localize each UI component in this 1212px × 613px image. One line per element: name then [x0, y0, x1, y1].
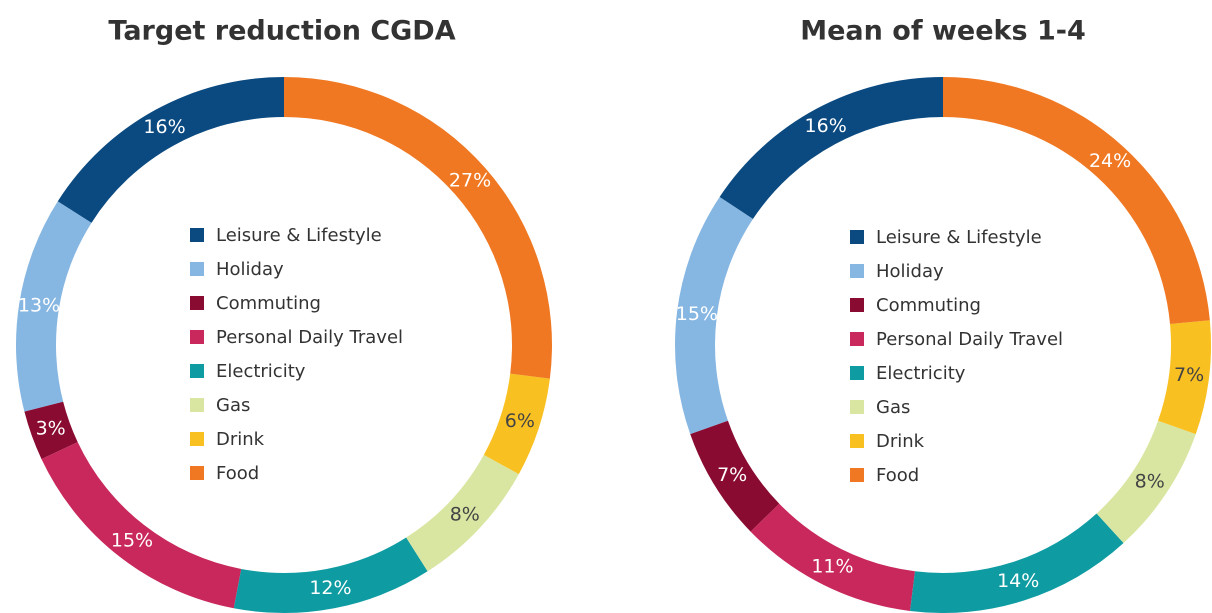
donut-segment	[57, 77, 284, 223]
legend-label: Commuting	[216, 293, 321, 314]
legend-label: Leisure & Lifestyle	[876, 227, 1042, 248]
data-label: 8%	[450, 503, 480, 525]
legend-swatch	[190, 398, 204, 412]
legend-label: Leisure & Lifestyle	[216, 225, 382, 246]
legend-swatch	[190, 364, 204, 378]
legend-label: Electricity	[876, 363, 966, 384]
legend-label: Gas	[876, 397, 910, 418]
donut-segment	[750, 503, 915, 611]
data-label: 27%	[449, 169, 491, 191]
data-label: 24%	[1089, 150, 1131, 172]
legend-swatch	[850, 298, 864, 312]
donut-segment	[674, 196, 753, 435]
donut-segment	[910, 513, 1124, 613]
legend-label: Personal Daily Travel	[876, 329, 1063, 350]
data-label: 16%	[805, 115, 847, 137]
data-label: 11%	[811, 556, 853, 578]
legend-swatch	[850, 468, 864, 482]
data-label: 16%	[143, 116, 185, 138]
legend-label: Commuting	[876, 295, 981, 316]
data-label: 8%	[1135, 470, 1165, 492]
donut-segment	[943, 77, 1210, 324]
donut-segment	[483, 373, 550, 475]
data-label: 15%	[111, 529, 153, 551]
chart-title: Mean of weeks 1-4	[800, 16, 1086, 47]
legend-swatch	[850, 230, 864, 244]
data-label: 7%	[717, 464, 747, 486]
legend-label: Holiday	[216, 259, 284, 280]
legend-swatch	[190, 466, 204, 480]
legend-swatch	[190, 296, 204, 310]
legend-label: Holiday	[876, 261, 944, 282]
legend-label: Drink	[216, 429, 265, 450]
donut-segment	[16, 201, 92, 412]
donut-segment	[24, 401, 78, 460]
legend-label: Food	[876, 465, 919, 486]
donut-segment	[284, 77, 552, 379]
legend-swatch	[850, 434, 864, 448]
donut-segment	[41, 442, 242, 609]
legend-swatch	[190, 330, 204, 344]
legend-swatch	[850, 332, 864, 346]
data-label: 13%	[18, 295, 60, 317]
legend-swatch	[850, 366, 864, 380]
chart-title: Target reduction CGDA	[108, 16, 455, 47]
data-label: 6%	[505, 410, 535, 432]
donut-segment	[233, 537, 428, 613]
legend-swatch	[190, 432, 204, 446]
data-label: 12%	[309, 577, 351, 599]
legend-label: Personal Daily Travel	[216, 327, 403, 348]
legend-label: Electricity	[216, 361, 306, 382]
data-label: 15%	[676, 303, 718, 325]
legend-swatch	[190, 228, 204, 242]
donut-segment	[406, 454, 519, 572]
data-label: 3%	[36, 418, 66, 440]
legend-swatch	[850, 264, 864, 278]
legend-label: Drink	[876, 431, 925, 452]
data-label: 7%	[1174, 364, 1204, 386]
legend-swatch	[850, 400, 864, 414]
legend-label: Gas	[216, 395, 250, 416]
donut-segment	[1096, 420, 1196, 544]
data-label: 14%	[997, 570, 1039, 592]
donut-segment	[1158, 320, 1211, 435]
legend-label: Food	[216, 463, 259, 484]
donut-segment	[719, 77, 943, 220]
legend-swatch	[190, 262, 204, 276]
donut-segment	[690, 420, 780, 532]
